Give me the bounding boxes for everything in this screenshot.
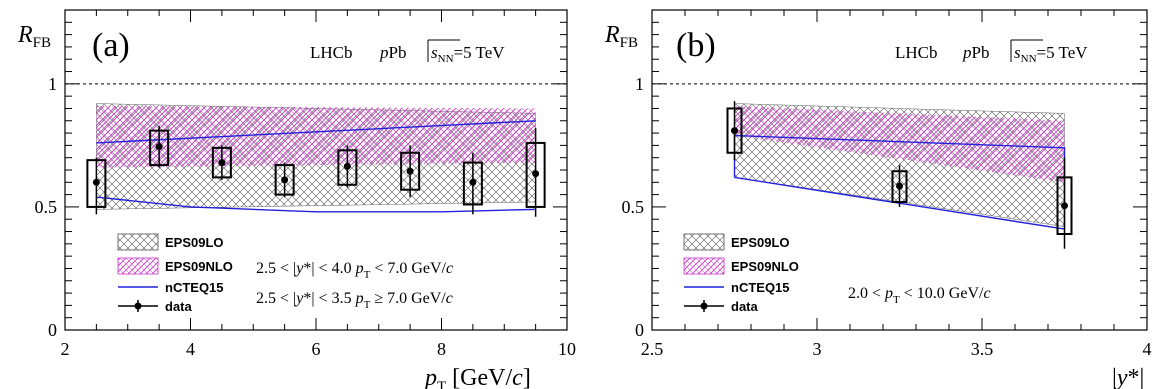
legend-swatch-eps09nlo bbox=[683, 257, 725, 275]
svg-text:sNN=5 TeV: sNN=5 TeV bbox=[431, 43, 505, 65]
legend-label-eps09nlo: EPS09NLO bbox=[731, 259, 799, 274]
data-sys-box bbox=[462, 161, 483, 206]
data-sys-box bbox=[86, 159, 107, 208]
data-point bbox=[1061, 202, 1068, 210]
y-tick-label: 0 bbox=[635, 320, 644, 340]
panel-b: 2.5 3 3.5 4 0 0.5 1 RFB |y*| (b) LHCb pPb sNN=… bbox=[604, 9, 1152, 389]
y-tick-label: 1 bbox=[635, 74, 644, 94]
svg-text:sNN=5 TeV: sNN=5 TeV bbox=[1014, 43, 1088, 65]
legend-marker-data-dot bbox=[700, 302, 708, 310]
legend-label-data: data bbox=[165, 299, 193, 314]
legend-swatch-eps09lo bbox=[117, 233, 159, 251]
y-tick-label: 0 bbox=[48, 320, 57, 340]
data-point bbox=[281, 176, 289, 184]
data-point bbox=[155, 143, 163, 151]
panel-a-cut-2: 2.5 < |y*| < 3.5 pT ≥ 7.0 GeV/c bbox=[256, 290, 453, 311]
panel-b-ylabel: RFB bbox=[604, 22, 638, 51]
panel-a-label: (a) bbox=[92, 27, 130, 64]
legend-marker-data-dot bbox=[134, 302, 142, 310]
svg-text:2.5 < |y*| < 3.5 pT ≥ 7.0 GeV: 2.5 < |y*| < 3.5 pT ≥ 7.0 GeV/c bbox=[256, 290, 453, 311]
ncteq15-upper bbox=[96, 120, 536, 144]
panel-a-ylabel: RFB bbox=[17, 22, 51, 51]
legend-label-eps09lo: EPS09LO bbox=[165, 235, 224, 250]
x-tick-label: 2 bbox=[61, 339, 70, 359]
data-sys-box bbox=[274, 164, 295, 196]
data-sys-box bbox=[1056, 176, 1073, 235]
x-tick-label: 4 bbox=[1143, 339, 1152, 359]
data-sys-box bbox=[726, 107, 743, 154]
panel-a-experiment: LHCb bbox=[310, 43, 353, 62]
data-sys-box bbox=[400, 151, 421, 191]
legend-label-eps09lo: EPS09LO bbox=[731, 235, 790, 250]
panel-b-energy: sNN=5 TeV bbox=[1010, 39, 1088, 65]
y-tick-label: 0.5 bbox=[35, 197, 58, 217]
data-point bbox=[343, 162, 351, 170]
panel-a-cut-1: 2.5 < |y*| < 4.0 pT < 7.0 GeV/c bbox=[256, 260, 453, 281]
x-tick-label: 2.5 bbox=[641, 339, 664, 359]
x-tick-label: 8 bbox=[437, 339, 446, 359]
legend-label-ncteq15: nCTEQ15 bbox=[731, 280, 790, 295]
panel-b-experiment: LHCb bbox=[895, 43, 938, 62]
legend-label-ncteq15: nCTEQ15 bbox=[165, 280, 224, 295]
svg-text:2.5 < |y*| < 4.0 pT < 7.0 GeV: 2.5 < |y*| < 4.0 pT < 7.0 GeV/c bbox=[256, 260, 453, 281]
panel-b-label: (b) bbox=[676, 27, 716, 64]
panel-a-xlabel: pT [GeV/c] bbox=[423, 365, 531, 389]
panel-b-system: pPb bbox=[962, 43, 989, 62]
legend-label-data: data bbox=[731, 299, 759, 314]
data-point bbox=[406, 167, 414, 175]
x-tick-label: 3.5 bbox=[971, 339, 994, 359]
data-sys-box bbox=[211, 146, 232, 179]
data-point bbox=[896, 182, 903, 190]
legend-swatch-eps09lo bbox=[683, 233, 725, 251]
panel-a-system: pPb bbox=[379, 43, 406, 62]
x-tick-label: 4 bbox=[186, 339, 195, 359]
panel-b-xlabel: |y*| bbox=[1112, 365, 1144, 389]
svg-text:2.0 < pT < 10.0 GeV/c: 2.0 < pT < 10.0 GeV/c bbox=[848, 285, 991, 306]
x-tick-label: 3 bbox=[813, 339, 822, 359]
eps09nlo-band bbox=[96, 106, 536, 168]
panel-b-legend: EPS09LO EPS09NLO nCTEQ15 data bbox=[683, 233, 799, 314]
legend-label-eps09nlo: EPS09NLO bbox=[165, 259, 233, 274]
panel-a-energy: sNN=5 TeV bbox=[427, 39, 505, 65]
data-sys-box bbox=[149, 129, 170, 167]
panel-a-legend: EPS09LO EPS09NLO nCTEQ15 data bbox=[117, 233, 233, 314]
data-point bbox=[92, 178, 100, 186]
data-sys-box bbox=[337, 149, 358, 186]
eps09nlo-band bbox=[734, 106, 1065, 183]
data-point bbox=[532, 170, 540, 178]
data-point bbox=[469, 178, 477, 186]
x-tick-label: 10 bbox=[558, 339, 576, 359]
legend-swatch-eps09nlo bbox=[117, 257, 159, 275]
panel-b-cut-1: 2.0 < pT < 10.0 GeV/c bbox=[848, 285, 991, 306]
x-tick-label: 6 bbox=[312, 339, 321, 359]
y-tick-label: 0.5 bbox=[622, 197, 645, 217]
data-sys-box bbox=[525, 141, 546, 208]
data-point bbox=[731, 127, 738, 135]
y-tick-label: 1 bbox=[48, 74, 57, 94]
data-sys-box bbox=[891, 170, 908, 204]
data-point bbox=[218, 159, 226, 167]
